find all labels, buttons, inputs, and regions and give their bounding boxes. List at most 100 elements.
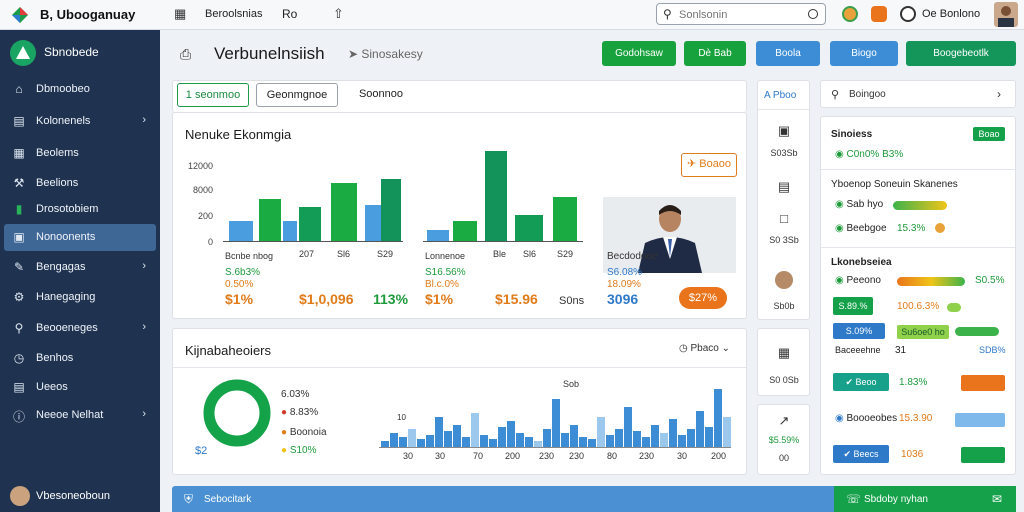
- search-input[interactable]: [679, 7, 799, 22]
- sidebar-item-kolonenels[interactable]: ▤ Kolonenels ›: [4, 108, 156, 135]
- footer-action[interactable]: ☏ Sbdoby nyhan ✉: [834, 486, 1016, 512]
- breadcrumb[interactable]: ➤ Sinosakesy: [348, 47, 423, 61]
- header-button-5[interactable]: Boogebeotlk: [906, 41, 1016, 66]
- header-button-3[interactable]: Boola: [756, 41, 820, 66]
- bar[interactable]: [381, 179, 401, 241]
- histogram-bar[interactable]: [516, 433, 524, 447]
- bar[interactable]: [259, 199, 281, 241]
- panel-badge[interactable]: ✈ Boaoo: [681, 153, 737, 177]
- stat-pill[interactable]: $27%: [679, 287, 727, 309]
- histogram-bar[interactable]: [678, 435, 686, 447]
- bar[interactable]: [553, 197, 577, 241]
- histogram-bar[interactable]: [543, 429, 551, 447]
- building-icon[interactable]: ▦: [777, 345, 791, 360]
- row-badge[interactable]: ✔ Beoo: [833, 373, 889, 391]
- bar[interactable]: [283, 221, 297, 241]
- histogram-bar[interactable]: [552, 399, 560, 447]
- filter-dropdown[interactable]: ◷ Pbaco ⌄: [679, 343, 731, 354]
- topbar-icon-label[interactable]: Ro: [282, 7, 298, 21]
- status-icon[interactable]: [842, 6, 858, 22]
- histogram-bar[interactable]: [489, 439, 497, 447]
- bar[interactable]: [515, 215, 543, 241]
- sidebar-user-avatar[interactable]: [10, 486, 30, 506]
- sidebar-item-neeoe-nelhat[interactable]: ⓘ Neeoe Nelhat ›: [4, 402, 156, 429]
- bar[interactable]: [453, 221, 477, 241]
- histogram-bar[interactable]: [669, 419, 677, 447]
- histogram-bar[interactable]: [471, 413, 479, 447]
- user-name[interactable]: Oe Bonlono: [922, 8, 981, 20]
- tab-2[interactable]: Geonmgnoe: [256, 83, 338, 107]
- histogram-bar[interactable]: [426, 435, 434, 447]
- histogram-bar[interactable]: [642, 437, 650, 447]
- histogram-bar[interactable]: [507, 421, 515, 447]
- clear-icon[interactable]: [808, 9, 818, 19]
- histogram-bar[interactable]: [390, 433, 398, 447]
- share-icon[interactable]: ⇧: [333, 6, 344, 21]
- histogram-bar[interactable]: [633, 431, 641, 447]
- histogram-bar[interactable]: [651, 425, 659, 447]
- header-button-1[interactable]: Godohsaw: [602, 41, 676, 66]
- histogram-bar[interactable]: [444, 431, 452, 447]
- histogram-bar[interactable]: [399, 437, 407, 447]
- user-avatar[interactable]: [994, 2, 1018, 27]
- donut-chart[interactable]: [201, 377, 273, 449]
- histogram-bar[interactable]: [417, 439, 425, 447]
- printer-icon[interactable]: ⎙: [180, 46, 192, 62]
- histogram-bar[interactable]: [525, 437, 533, 447]
- sidebar-item-hanegaging[interactable]: ⚙ Hanegaging: [4, 284, 156, 311]
- topbar-nav-label[interactable]: Beroolsnias: [205, 8, 263, 20]
- column-header[interactable]: A Pboo: [764, 90, 797, 101]
- row-badge[interactable]: ✔ Beecs: [833, 445, 889, 463]
- sidebar-item-drosotobiem[interactable]: ▮ Drosotobiem: [4, 196, 156, 223]
- histogram-bar[interactable]: [696, 411, 704, 447]
- bar[interactable]: [485, 151, 507, 241]
- sidebar-item-dbmoobeo[interactable]: ⌂ Dbmoobeo: [4, 76, 156, 103]
- footer-label[interactable]: Sebocitark: [204, 494, 252, 505]
- sidebar-user-name[interactable]: Vbesoneoboun: [36, 490, 111, 502]
- bar[interactable]: [365, 205, 381, 241]
- histogram-bar[interactable]: [408, 429, 416, 447]
- histogram-bar[interactable]: [462, 437, 470, 447]
- camera-icon[interactable]: ▣: [777, 123, 791, 138]
- bar[interactable]: [427, 230, 449, 241]
- row-badge[interactable]: Su6oe0 ho: [897, 325, 949, 339]
- histogram-bar[interactable]: [435, 417, 443, 447]
- sidebar-item-beolems[interactable]: ▦ Beolems: [4, 140, 156, 167]
- header-button-2[interactable]: Dè Bab: [684, 41, 746, 66]
- dropdown[interactable]: ⚲ Boingoo ›: [820, 80, 1016, 108]
- bar[interactable]: [331, 183, 357, 241]
- sidebar-item-bengagas[interactable]: ✎ Bengagas ›: [4, 254, 156, 281]
- clock-icon[interactable]: [900, 6, 916, 22]
- histogram-bar[interactable]: [615, 429, 623, 447]
- histogram-bar[interactable]: [579, 437, 587, 447]
- tab-1[interactable]: 1 seonmoo: [177, 83, 249, 107]
- histogram-bar[interactable]: [480, 435, 488, 447]
- tab-3[interactable]: Soonnoo: [358, 88, 404, 100]
- sidebar-item-nonoonents[interactable]: ▣ Nonoonents: [4, 224, 156, 251]
- histogram-bar[interactable]: [534, 441, 542, 447]
- histogram-bar[interactable]: [498, 427, 506, 447]
- trend-icon[interactable]: ↗: [778, 413, 790, 428]
- histogram-bar[interactable]: [561, 433, 569, 447]
- histogram-bar[interactable]: [588, 439, 596, 447]
- histogram-bar[interactable]: [660, 433, 668, 447]
- histogram-bar[interactable]: [714, 389, 722, 447]
- histogram-bar[interactable]: [705, 427, 713, 447]
- histogram-bar[interactable]: [570, 425, 578, 447]
- header-button-4[interactable]: Biogo: [830, 41, 898, 66]
- bar[interactable]: [229, 221, 253, 241]
- doc-icon[interactable]: □: [780, 211, 788, 226]
- histogram-bar[interactable]: [381, 441, 389, 447]
- histogram-bar[interactable]: [687, 429, 695, 447]
- histogram-bar[interactable]: [597, 417, 605, 447]
- avatar[interactable]: [775, 271, 793, 289]
- search-box[interactable]: ⚲: [656, 3, 826, 25]
- histogram-bar[interactable]: [606, 435, 614, 447]
- bar[interactable]: [299, 207, 321, 241]
- calendar-icon[interactable]: ▤: [777, 179, 791, 194]
- sidebar-item-beelions[interactable]: ⚒ Beelions: [4, 170, 156, 197]
- row-badge[interactable]: S.09%: [833, 323, 885, 339]
- sidebar-item-ueeos[interactable]: ▤ Ueeos: [4, 374, 156, 401]
- grid-menu-icon[interactable]: ▦: [174, 6, 187, 21]
- histogram-bar[interactable]: [723, 417, 731, 447]
